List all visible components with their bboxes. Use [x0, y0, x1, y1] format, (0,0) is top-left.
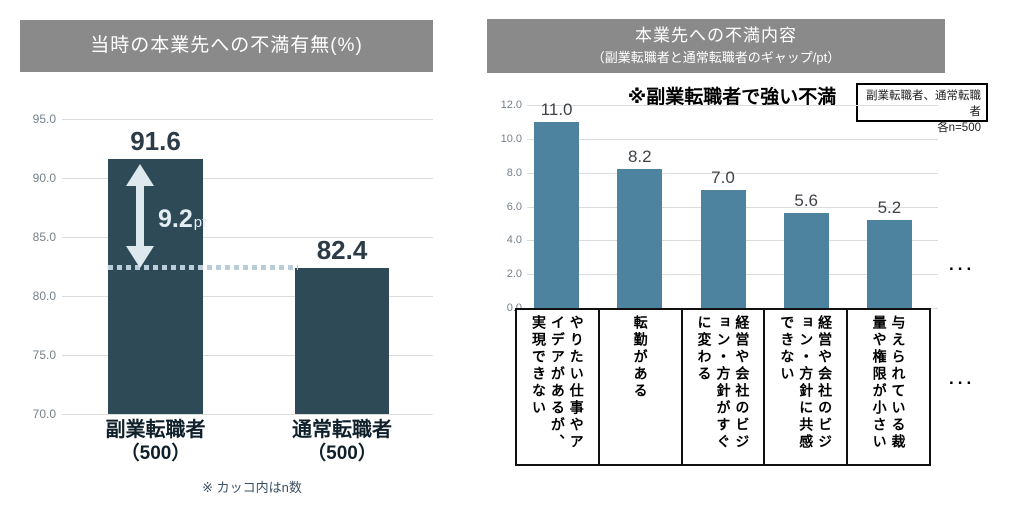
- x-axis-category-label: 副業転職者 （500）: [61, 418, 251, 466]
- data-bar: [534, 121, 580, 308]
- category-n-count: （500）: [120, 443, 191, 464]
- gap-double-arrow-icon: [126, 164, 154, 269]
- sample-size-line1: 副業転職者、通常転職者: [866, 90, 981, 118]
- data-bar: [617, 169, 663, 308]
- gridline: [62, 296, 433, 297]
- gap-label: 9.2pt: [158, 205, 206, 234]
- y-axis-tick-label: 8.0: [506, 166, 522, 179]
- left-chart-plot-area: 9.2pt ※ カッコ内はn数 95.0 90.0 85.0 80.0 75.0 70.0…: [33, 112, 433, 495]
- data-bar: [866, 220, 912, 308]
- right-chart-panel: 本業先への不満内容 （副業転職者と通常転職者のギャップ/pt） ※副業転職者で強…: [487, 19, 1007, 519]
- gap-unit: pt: [193, 214, 207, 232]
- category-cell: 経営や会社のビジョン・方針がすぐに変わる: [680, 310, 764, 464]
- right-chart-title: 本業先への不満内容: [635, 26, 797, 45]
- y-axis-tick-label: 12.0: [500, 99, 522, 111]
- gridline: [62, 355, 433, 356]
- more-bars-ellipsis: ...: [949, 255, 976, 274]
- data-bar: [700, 189, 746, 308]
- more-categories-ellipsis: ...: [949, 369, 976, 388]
- left-chart-title: 当時の本業先への不満有無(%): [90, 35, 363, 56]
- bar-value-label: 5.6: [794, 191, 818, 211]
- gridline: [527, 105, 938, 106]
- left-chart-title-banner: 当時の本業先への不満有無(%): [20, 20, 433, 72]
- left-chart-panel: 当時の本業先への不満有無(%) 9.2pt ※ カッコ内はn数 95.0 90.0…: [20, 20, 433, 510]
- category-cell: やりたい仕事やアイデアがあるが、実現できない: [530, 315, 585, 451]
- y-axis-tick-label: 2.0: [506, 268, 522, 281]
- data-bar: [295, 267, 389, 414]
- category-cell: 与えられている裁量や権限が小さい: [846, 310, 929, 464]
- gridline: [62, 119, 433, 120]
- sample-size-line2: 各n=500: [937, 122, 981, 134]
- y-axis-tick-label: 80.0: [32, 289, 56, 303]
- gridline: [62, 178, 433, 179]
- bar-value-label: 8.2: [627, 147, 652, 167]
- y-axis-tick-label: 95.0: [32, 112, 56, 126]
- category-name: 副業転職者: [105, 419, 206, 441]
- data-bar: [783, 213, 829, 308]
- bar-value-label: 91.6: [130, 126, 181, 157]
- category-label-table: やりたい仕事やアイデアがあるが、実現できない 転勤がある 経営や会社のビジョン・方針…: [515, 308, 931, 466]
- y-axis-tick-label: 90.0: [32, 171, 56, 185]
- category-cell: 経営や会社のビジョン・方針に共感できない: [763, 310, 846, 464]
- y-axis-tick-label: 4.0: [506, 234, 522, 247]
- y-axis-tick-label: 75.0: [32, 348, 56, 362]
- gridline: [527, 172, 938, 174]
- right-chart-title-banner: 本業先への不満内容 （副業転職者と通常転職者のギャップ/pt）: [487, 19, 945, 73]
- bar-value-label: 7.0: [711, 167, 735, 187]
- reference-dotted-line: [108, 264, 298, 270]
- bar-value-label: 5.2: [877, 198, 902, 218]
- right-chart-subtitle: （副業転職者と通常転職者のギャップ/pt）: [591, 50, 841, 65]
- y-axis-tick-label: 10.0: [500, 132, 522, 145]
- category-n-count: （500）: [307, 443, 377, 464]
- gap-value: 9.2: [158, 205, 193, 234]
- y-axis-tick-label: 6.0: [506, 200, 522, 213]
- n-count-footnote: ※ カッコ内はn数: [202, 480, 302, 495]
- gridline: [62, 237, 433, 238]
- strong-dissatisfaction-note: ※副業転職者で強い不満: [627, 87, 837, 108]
- sample-size-box: 副業転職者、通常転職者 各n=500: [856, 83, 988, 134]
- y-axis-tick-label: 85.0: [32, 230, 56, 244]
- right-chart-plot-area: 12.010.08.06.04.02.00.011.08.27.05.65.2: [501, 99, 938, 314]
- category-cell: 転勤がある: [597, 310, 681, 464]
- y-axis-tick-label: 70.0: [32, 407, 56, 421]
- gridline: [62, 414, 433, 415]
- bar-value-label: 82.4: [316, 234, 368, 265]
- category-name: 通常転職者: [292, 419, 392, 441]
- x-axis-category-label: 通常転職者 （500）: [247, 418, 437, 466]
- data-bar: [108, 159, 203, 414]
- bar-value-label: 11.0: [540, 99, 573, 119]
- gridline: [527, 138, 938, 140]
